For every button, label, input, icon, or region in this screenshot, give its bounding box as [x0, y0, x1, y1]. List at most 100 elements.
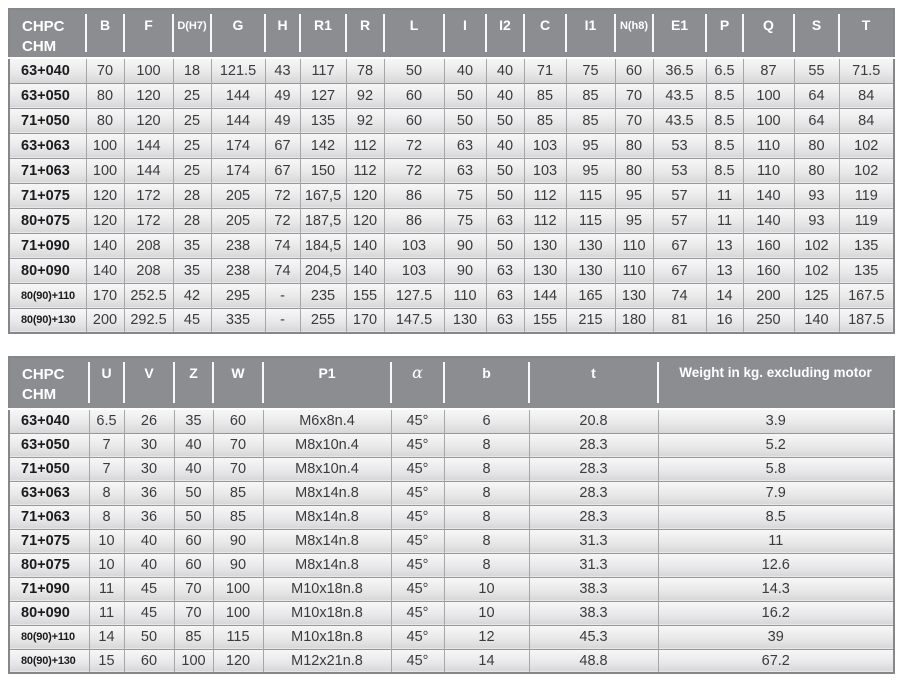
value-cell: 92	[346, 82, 385, 108]
value-cell: 170	[86, 282, 125, 308]
value-cell: 95	[615, 207, 654, 233]
row-label: 63+050	[9, 432, 90, 457]
value-cell: 45°	[391, 480, 445, 505]
value-cell: 250	[743, 307, 795, 333]
value-cell: 120	[124, 107, 174, 133]
value-cell: 93	[794, 182, 840, 208]
column-header: U	[89, 357, 125, 410]
value-cell: 6.5	[89, 408, 125, 433]
value-cell: 43.5	[653, 82, 707, 108]
value-cell: M8x14n.8	[263, 504, 392, 529]
value-cell: 204,5	[300, 257, 347, 283]
row-label: 63+050	[9, 82, 87, 108]
table-row: 71+063 100 144 25 174 67 150 112 72 63 50 103 95 80 53…	[9, 157, 894, 183]
value-cell: 67	[653, 257, 707, 283]
value-cell: 130	[444, 307, 487, 333]
value-cell: 78	[346, 57, 385, 83]
value-cell: 174	[211, 132, 266, 158]
value-cell: 165	[566, 282, 616, 308]
row-label: 71+063	[9, 504, 90, 529]
value-cell: 7	[89, 456, 125, 481]
value-cell: 43.5	[653, 107, 707, 133]
value-cell: 174	[211, 157, 266, 183]
value-cell: 35	[174, 408, 214, 433]
value-cell: 238	[211, 257, 266, 283]
value-cell: 43	[265, 57, 301, 83]
row-label: 63+063	[9, 132, 87, 158]
value-cell: 75	[566, 57, 616, 83]
value-cell: 11	[89, 600, 125, 625]
row-label: 71+063	[9, 157, 87, 183]
value-cell: 80	[86, 107, 125, 133]
table2-body: 63+040 6.5 26 35 60 M6x8n.4 45° 6 20.8 3.9 63+050 7…	[9, 408, 894, 673]
table-row: 80+075 10 40 60 90 M8x14n.8 45° 8 31.3 12.6	[9, 552, 894, 577]
value-cell: 180	[615, 307, 654, 333]
value-cell: 8.5	[706, 82, 744, 108]
value-cell: 120	[86, 207, 125, 233]
value-cell: 125	[794, 282, 840, 308]
value-cell: 85	[213, 504, 264, 529]
value-cell: 85	[213, 480, 264, 505]
value-cell: 140	[86, 232, 125, 258]
value-cell: 60	[213, 408, 264, 433]
value-cell: 8	[444, 432, 530, 457]
column-header: N(h8)	[615, 9, 654, 59]
value-cell: 8.5	[706, 132, 744, 158]
value-cell: 75	[444, 182, 487, 208]
value-cell: 81	[653, 307, 707, 333]
value-cell: 7	[89, 432, 125, 457]
value-cell: 50	[486, 232, 525, 258]
value-cell: 135	[839, 232, 894, 258]
table-row: 71+075 120 172 28 205 72 167,5 120 86 75 50 112 115 9…	[9, 182, 894, 208]
value-cell: 57	[653, 182, 707, 208]
value-cell: 42	[173, 282, 212, 308]
value-cell: 184,5	[300, 232, 347, 258]
value-cell: 45°	[391, 432, 445, 457]
table2-header: CHPC CHM U V Z W P1 α b t Weight in kg. excluding…	[9, 357, 894, 410]
value-cell: 64	[794, 107, 840, 133]
value-cell: 10	[89, 552, 125, 577]
value-cell: 140	[346, 232, 385, 258]
value-cell: 55	[794, 57, 840, 83]
value-cell: 67	[265, 132, 301, 158]
value-cell: 208	[124, 257, 174, 283]
value-cell: 102	[794, 232, 840, 258]
value-cell: 31.3	[529, 552, 659, 577]
value-cell: 115	[566, 207, 616, 233]
value-cell: 112	[524, 207, 567, 233]
value-cell: 200	[743, 282, 795, 308]
value-cell: 85	[524, 82, 567, 108]
value-cell: 160	[743, 232, 795, 258]
value-cell: 50	[124, 624, 175, 649]
value-cell: 110	[743, 132, 795, 158]
value-cell: 100	[743, 82, 795, 108]
value-cell: 57	[653, 207, 707, 233]
value-cell: 155	[346, 282, 385, 308]
value-cell: 70	[615, 82, 654, 108]
column-header: B	[86, 9, 125, 59]
table-row: 80(90)+130 15 60 100 120 M12x21n.8 45° 14 48.8 67…	[9, 648, 894, 673]
value-cell: 90	[213, 552, 264, 577]
value-cell: 63	[486, 207, 525, 233]
value-cell: 10	[444, 576, 530, 601]
row-label: 71+075	[9, 528, 90, 553]
value-cell: 85	[524, 107, 567, 133]
value-cell: 8	[444, 480, 530, 505]
value-cell: 5.2	[658, 432, 894, 457]
value-cell: 50	[384, 57, 445, 83]
row-label: 80+075	[9, 207, 87, 233]
value-cell: 70	[213, 432, 264, 457]
value-cell: 6	[444, 408, 530, 433]
value-cell: 112	[346, 157, 385, 183]
value-cell: 63	[444, 132, 487, 158]
value-cell: 28.3	[529, 432, 659, 457]
table-row: 63+063 100 144 25 174 67 142 112 72 63 40 103 95 80 53…	[9, 132, 894, 158]
table-row: 71+050 7 30 40 70 M8x10n.4 45° 8 28.3 5.8	[9, 456, 894, 481]
value-cell: 63	[444, 157, 487, 183]
value-cell: 80	[794, 157, 840, 183]
table-row: 71+090 11 45 70 100 M10x18n.8 45° 10 38.3 14.3	[9, 576, 894, 601]
value-cell: 144	[211, 107, 266, 133]
column-header: D(H7)	[173, 9, 212, 59]
value-cell: 71	[524, 57, 567, 83]
table-row: 63+040 6.5 26 35 60 M6x8n.4 45° 6 20.8 3.9	[9, 408, 894, 433]
